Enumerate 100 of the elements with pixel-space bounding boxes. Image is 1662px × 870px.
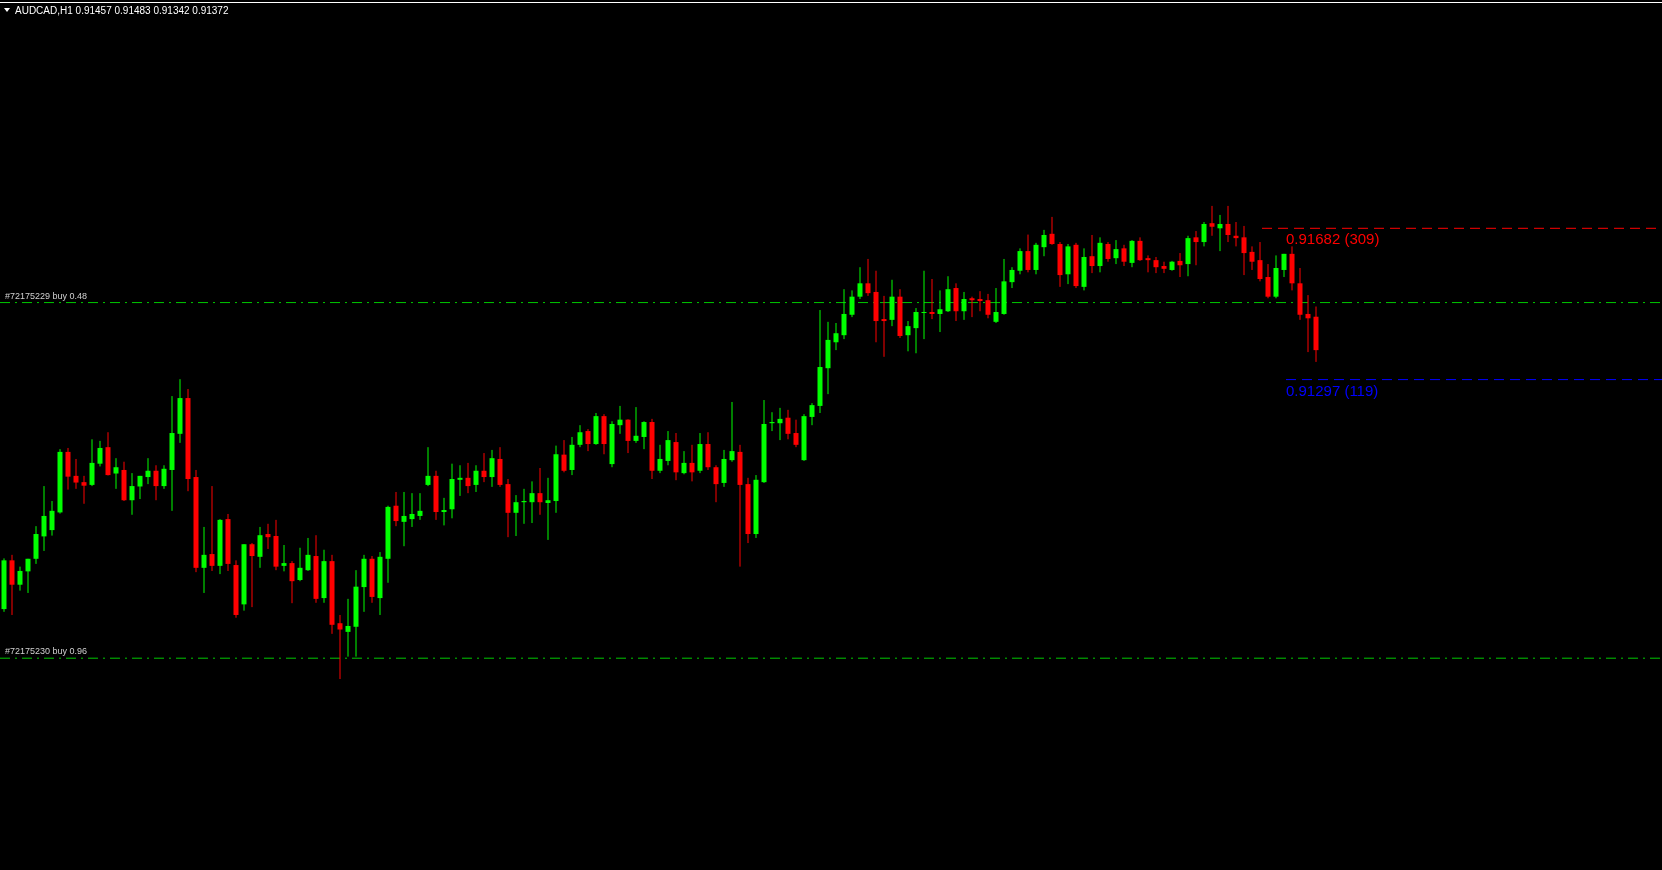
candlestick — [409, 492, 415, 528]
candlestick — [721, 449, 727, 488]
candlestick — [993, 287, 999, 324]
candlestick — [561, 439, 567, 473]
candlestick — [465, 462, 471, 494]
candlestick — [953, 282, 959, 322]
candlestick — [417, 492, 423, 521]
candlestick — [209, 485, 215, 572]
candlestick — [161, 464, 167, 490]
candlestick — [49, 500, 55, 537]
candlestick — [545, 477, 551, 541]
candlestick — [945, 275, 951, 313]
candlestick — [153, 464, 159, 501]
candlestick — [1113, 239, 1119, 265]
candlestick — [481, 452, 487, 483]
candlestick — [41, 485, 47, 552]
candlestick — [929, 278, 935, 320]
candlestick — [97, 440, 103, 467]
candlestick — [841, 288, 847, 340]
candlestick — [345, 598, 351, 658]
candlestick — [17, 566, 23, 592]
candlestick — [249, 542, 255, 608]
candlestick — [457, 464, 463, 497]
ref-line-label: 0.91682 (309) — [1286, 230, 1380, 248]
candlestick — [881, 295, 887, 358]
candlestick — [985, 293, 991, 319]
candlestick — [257, 526, 263, 569]
candlestick — [81, 475, 87, 505]
candlestick — [401, 491, 407, 547]
candlestick — [1193, 230, 1199, 266]
candlestick — [1209, 205, 1215, 237]
candlestick — [689, 444, 695, 482]
candlestick — [1041, 229, 1047, 257]
candlestick — [89, 438, 95, 487]
candlestick — [337, 614, 343, 680]
candlestick — [785, 409, 791, 440]
candlestick — [1161, 261, 1167, 274]
candlestick — [537, 467, 543, 516]
candlestick — [833, 322, 839, 351]
candlestick — [113, 457, 119, 490]
candlestick — [1177, 252, 1183, 278]
candlestick — [289, 560, 295, 604]
candlestick — [1129, 239, 1135, 268]
candlestick — [777, 407, 783, 441]
candlestick — [889, 279, 895, 327]
candlestick — [809, 402, 815, 426]
candlestick — [961, 291, 967, 321]
candlestick — [1241, 225, 1247, 276]
candlestick — [473, 464, 479, 493]
candlestick — [1105, 241, 1111, 263]
candlestick — [1305, 294, 1311, 353]
ref-line-label: #72175229 buy 0.48 — [5, 290, 88, 301]
candlestick — [633, 406, 639, 444]
candlestick — [25, 558, 31, 594]
candlestick — [657, 444, 663, 474]
candlestick — [625, 418, 631, 454]
candlestick — [393, 491, 399, 527]
candlestick — [1121, 244, 1127, 267]
candlestick — [577, 424, 583, 448]
candlestick — [489, 449, 495, 488]
candlestick — [1217, 214, 1223, 252]
ref-line-label: 0.91297 (119) — [1286, 381, 1379, 399]
candlestick — [849, 289, 855, 318]
candlestick — [129, 472, 135, 516]
candlestick — [1089, 234, 1095, 274]
candlestick — [793, 419, 799, 448]
candlestick — [425, 446, 431, 487]
ref-line-label: #72175230 buy 0.96 — [5, 646, 88, 657]
candlestick — [265, 523, 271, 550]
candlestick — [1249, 245, 1255, 271]
candlestick — [921, 270, 927, 340]
candlestick — [865, 258, 871, 297]
candlestick — [1009, 266, 1015, 289]
candlestick — [441, 497, 447, 526]
candlestick — [1137, 236, 1143, 262]
candlestick — [1145, 254, 1151, 273]
candlestick — [297, 547, 303, 582]
candlestick — [905, 320, 911, 352]
candlestick — [1225, 205, 1231, 243]
candlestick — [1257, 241, 1263, 282]
candlestick — [1049, 216, 1055, 246]
candlestick — [73, 458, 79, 490]
candlestick — [145, 457, 151, 485]
candlestick — [585, 428, 591, 452]
candlestick — [665, 430, 671, 466]
candlestick — [705, 431, 711, 471]
candlestick — [713, 464, 719, 503]
candlestick — [1017, 247, 1023, 275]
candlestick — [1201, 221, 1207, 247]
candlestick — [305, 537, 311, 572]
candlestick — [681, 450, 687, 475]
candlestick — [1153, 256, 1159, 274]
text: AUDCAD,H1 0.91457 0.91483 0.91342 0.91372 — [15, 5, 229, 16]
candlestick — [913, 307, 919, 354]
candlestick — [969, 296, 975, 318]
candlestick — [857, 266, 863, 300]
candlestick — [529, 480, 535, 524]
candlestick — [641, 420, 647, 450]
candlestick — [1265, 263, 1271, 299]
candlestick — [977, 290, 983, 312]
